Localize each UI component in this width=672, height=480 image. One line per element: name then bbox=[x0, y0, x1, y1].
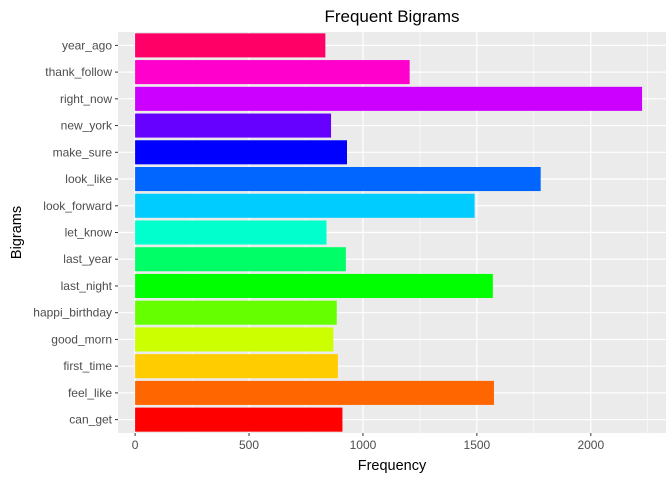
x-tick-label: 500 bbox=[239, 438, 259, 452]
bar-new_york bbox=[135, 113, 332, 138]
y-tick-label: first_time bbox=[63, 359, 112, 373]
x-axis-ticks: 0 500 1000 1500 2000 bbox=[132, 433, 604, 452]
y-tick-label: make_sure bbox=[53, 145, 113, 159]
bar-look_forward bbox=[135, 193, 475, 218]
bar-happi_birthday bbox=[135, 300, 337, 325]
bar-look_like bbox=[135, 167, 541, 192]
y-tick-label: new_york bbox=[61, 119, 113, 133]
y-tick-label: can_get bbox=[69, 413, 112, 427]
y-tick-label: thank_follow bbox=[45, 65, 112, 79]
bar-year_ago bbox=[135, 33, 326, 58]
y-tick-label: last_year bbox=[63, 252, 112, 266]
bar-feel_like bbox=[135, 380, 494, 405]
bar-first_time bbox=[135, 354, 338, 379]
bar-right_now bbox=[135, 86, 643, 111]
y-tick-label: happi_birthday bbox=[33, 306, 112, 320]
y-tick-label: feel_like bbox=[68, 386, 112, 400]
bar-last_year bbox=[135, 247, 346, 272]
chart-title: Frequent Bigrams bbox=[324, 7, 459, 26]
x-tick-label: 1000 bbox=[350, 438, 377, 452]
y-axis-title: Bigrams bbox=[9, 206, 25, 259]
x-tick-label: 1500 bbox=[464, 438, 491, 452]
x-tick-label: 2000 bbox=[577, 438, 604, 452]
y-tick-label: look_like bbox=[65, 172, 112, 186]
y-tick-label: year_ago bbox=[62, 38, 112, 52]
x-axis-title: Frequency bbox=[358, 458, 427, 474]
y-tick-label: good_morn bbox=[51, 332, 112, 346]
bars bbox=[135, 33, 643, 432]
bar-last_night bbox=[135, 273, 493, 298]
bar-let_know bbox=[135, 220, 327, 245]
y-tick-label: last_night bbox=[61, 279, 113, 293]
y-tick-label: look_forward bbox=[43, 199, 112, 213]
bar-thank_follow bbox=[135, 60, 410, 85]
y-axis-ticks: can_get feel_like first_time good_morn happi… bbox=[33, 38, 118, 427]
bar-make_sure bbox=[135, 140, 347, 165]
bar-good_morn bbox=[135, 327, 334, 352]
bar-can_get bbox=[135, 407, 343, 432]
y-tick-label: right_now bbox=[60, 92, 112, 106]
x-tick-label: 0 bbox=[132, 438, 139, 452]
y-tick-label: let_know bbox=[65, 226, 113, 240]
